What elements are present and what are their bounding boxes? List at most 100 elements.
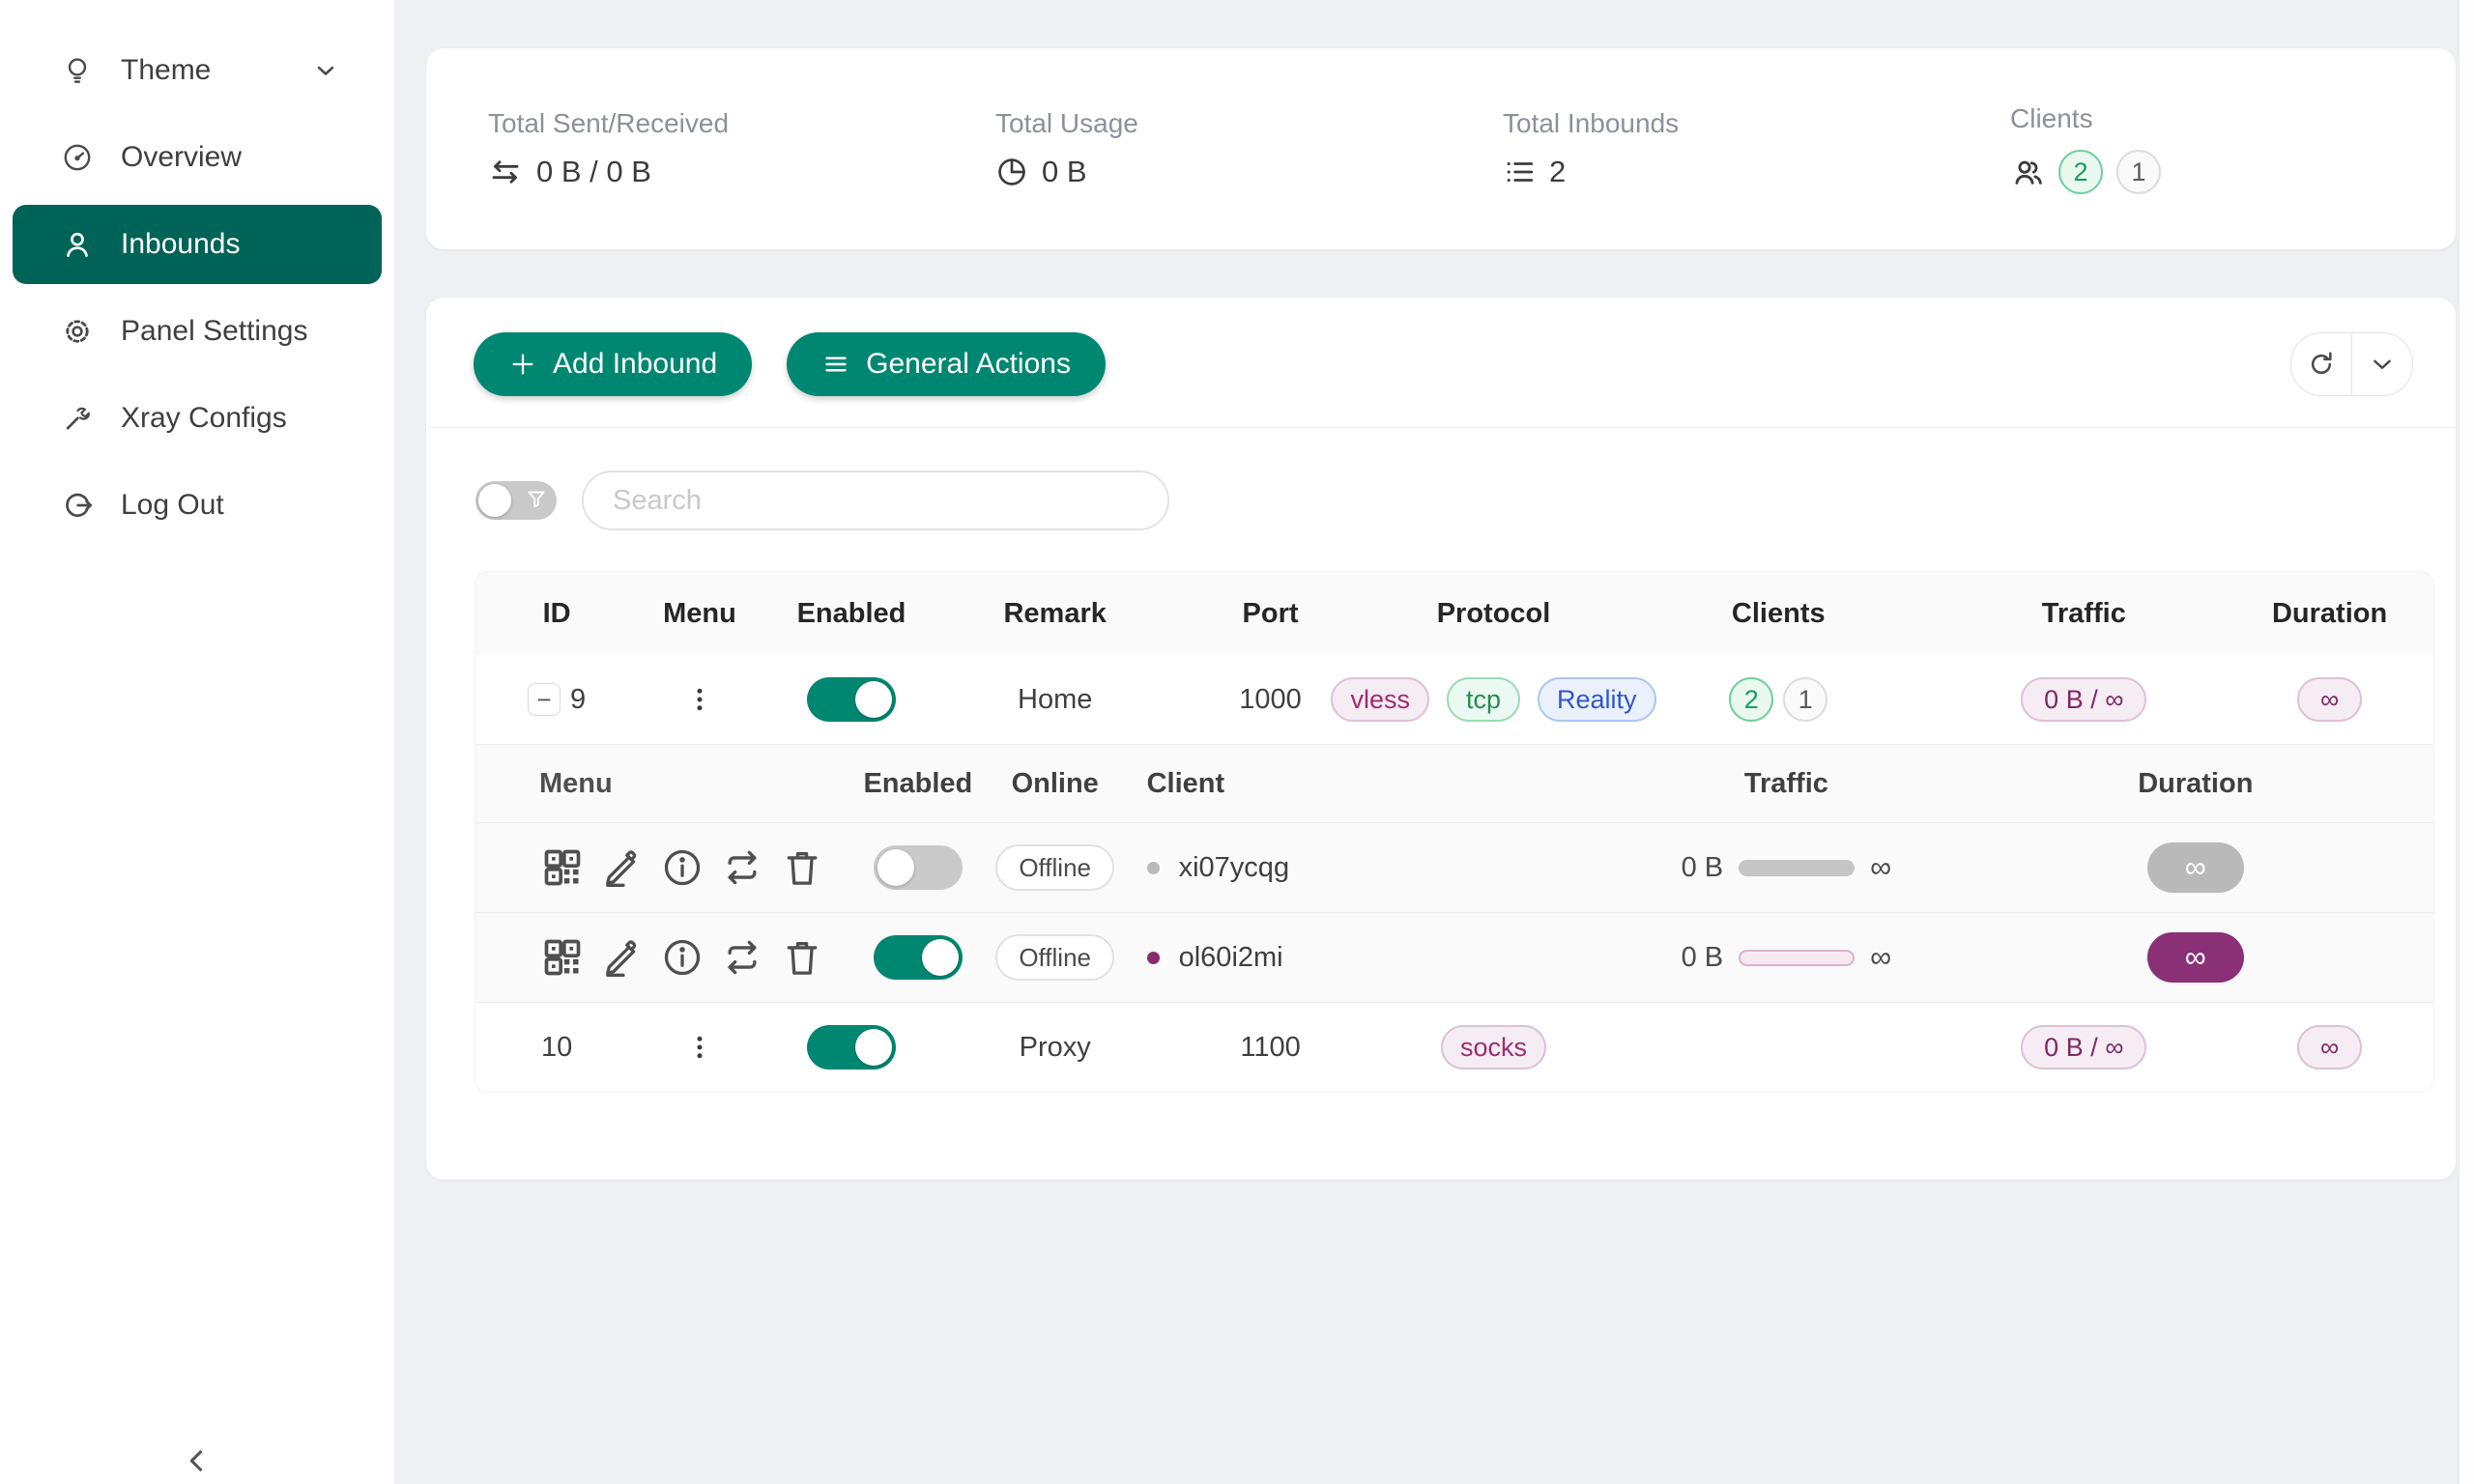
stat-value: 2 <box>1549 155 1567 188</box>
clients-deactivated-badge: 1 <box>2116 150 2161 194</box>
refresh-button[interactable] <box>2291 333 2351 395</box>
online-status-badge: Offline <box>995 934 1115 981</box>
refresh-icon <box>2311 352 2332 375</box>
gear-icon <box>59 313 96 350</box>
client-row: Offline ol60i2mi 0 B ∞ <box>475 913 2433 1003</box>
general-actions-button[interactable]: General Actions <box>787 332 1106 396</box>
duration-pill: ∞ <box>2296 677 2363 722</box>
clients-sub-table: Menu Enabled Online Client Traffic Durat… <box>475 745 2433 1003</box>
traffic-progress-bar <box>1739 949 1856 966</box>
col-header-protocol: Protocol <box>1436 597 1551 629</box>
pie-chart-icon <box>995 156 1028 188</box>
repeat-icon <box>728 850 757 885</box>
sidebar-item-label: Log Out <box>121 489 224 521</box>
sidebar-item-inbounds[interactable]: Inbounds <box>13 205 382 284</box>
reset-traffic-button[interactable] <box>719 934 765 981</box>
stat-label: Total Inbounds <box>1503 108 1680 138</box>
duration-pill: ∞ <box>2146 842 2244 893</box>
stat-total-inbounds: Total Inbounds 2 <box>1441 108 1948 189</box>
inbound-enabled-toggle[interactable] <box>806 677 896 722</box>
inbound-id: 9 <box>570 683 587 715</box>
sidebar-item-xray-configs[interactable]: Xray Configs <box>13 379 382 458</box>
inbounds-card: Add Inbound General Actions <box>426 298 2456 1180</box>
client-traffic-value: 0 B <box>1681 851 1724 883</box>
sub-col-header-traffic: Traffic <box>1743 767 1828 799</box>
toggle-knob <box>854 681 892 718</box>
stat-total-usage: Total Usage 0 B <box>934 108 1441 189</box>
repeat-icon <box>728 940 757 975</box>
toolbar: Add Inbound General Actions <box>426 298 2456 427</box>
stat-label: Total Usage <box>995 108 1138 138</box>
sidebar-item-label: Panel Settings <box>121 315 308 347</box>
reset-traffic-button[interactable] <box>719 844 765 891</box>
sidebar-item-theme[interactable]: Theme <box>13 31 382 110</box>
sidebar-item-overview[interactable]: Overview <box>13 118 382 197</box>
trash-icon <box>787 852 818 885</box>
collapse-row-button[interactable]: − <box>528 683 561 716</box>
col-header-remark: Remark <box>1003 597 1107 629</box>
gauge-icon <box>59 139 96 176</box>
stat-label: Clients <box>2010 103 2093 133</box>
inbound-enabled-toggle[interactable] <box>806 1025 896 1070</box>
dots-vertical-icon <box>697 688 703 711</box>
col-header-traffic: Traffic <box>2041 597 2126 629</box>
sidebar-item-panel-settings[interactable]: Panel Settings <box>13 292 382 371</box>
refresh-dropdown-button[interactable] <box>2352 333 2412 395</box>
lightbulb-icon <box>59 52 96 89</box>
sidebar-item-log-out[interactable]: Log Out <box>13 466 382 545</box>
funnel-icon <box>525 488 548 511</box>
search-input[interactable] <box>582 471 1169 530</box>
qr-code-icon <box>544 939 581 976</box>
client-info-button[interactable] <box>659 844 705 891</box>
table-header-row: ID Menu Enabled Remark Port Protocol Cli… <box>475 572 2433 655</box>
stat-total-sent-received: Total Sent/Received 0 B / 0 B <box>426 108 934 189</box>
trash-icon <box>787 942 818 975</box>
person-icon <box>59 226 96 263</box>
qr-code-icon <box>544 849 581 886</box>
edit-client-button[interactable] <box>599 934 646 981</box>
users-icon <box>2010 155 2045 189</box>
col-header-port: Port <box>1242 597 1299 629</box>
toggle-knob <box>921 939 959 976</box>
clients-deactivated-badge: 1 <box>1783 677 1828 722</box>
inbound-remark: Proxy <box>1019 1031 1091 1063</box>
add-inbound-button[interactable]: Add Inbound <box>474 332 753 396</box>
qr-code-button[interactable] <box>539 934 586 981</box>
row-menu-button[interactable] <box>680 1024 719 1070</box>
dots-vertical-icon <box>697 1036 703 1059</box>
divider <box>2351 333 2352 395</box>
hamburger-icon <box>821 350 850 379</box>
info-icon <box>664 849 701 886</box>
client-info-button[interactable] <box>659 934 705 981</box>
traffic-pill: 0 B / ∞ <box>2021 1025 2147 1070</box>
sidebar-collapse-button[interactable] <box>0 1440 394 1482</box>
online-status-badge: Offline <box>995 844 1115 891</box>
edit-client-button[interactable] <box>599 844 646 891</box>
client-name: ol60i2mi <box>1178 941 1283 973</box>
sub-table-header-row: Menu Enabled Online Client Traffic Durat… <box>475 745 2433 823</box>
toggle-knob <box>478 484 511 517</box>
filter-toggle[interactable] <box>475 481 557 520</box>
qr-code-button[interactable] <box>539 844 586 891</box>
client-enabled-toggle[interactable] <box>873 845 963 890</box>
sidebar-item-label: Overview <box>121 141 243 173</box>
row-menu-button[interactable] <box>680 676 719 723</box>
protocol-tag: socks <box>1440 1025 1547 1070</box>
scrollbar-track[interactable] <box>2459 0 2474 1484</box>
traffic-progress-bar <box>1739 859 1856 876</box>
client-row: Offline xi07ycqg 0 B ∞ <box>475 823 2433 913</box>
sub-col-header-client: Client <box>1146 767 1225 799</box>
sidebar-item-label: Theme <box>121 54 212 86</box>
client-enabled-toggle[interactable] <box>873 935 963 980</box>
swap-arrows-icon <box>488 155 523 189</box>
pencil-icon <box>606 850 637 887</box>
logout-icon <box>59 487 96 524</box>
sub-col-header-menu: Menu <box>539 767 613 799</box>
delete-client-button[interactable] <box>779 844 825 891</box>
chevron-down-icon <box>2373 359 2391 369</box>
col-header-duration: Duration <box>2271 597 2388 629</box>
client-traffic-value: 0 B <box>1681 941 1724 973</box>
traffic-limit: ∞ <box>1870 850 1892 884</box>
col-header-enabled: Enabled <box>796 597 906 629</box>
delete-client-button[interactable] <box>779 934 825 981</box>
